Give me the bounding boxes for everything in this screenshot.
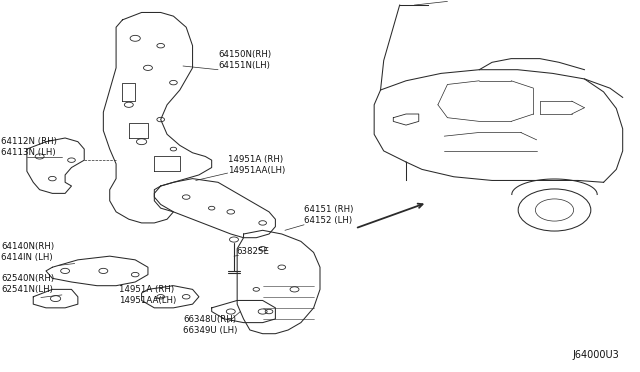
Text: 66348U(RH)
66349U (LH): 66348U(RH) 66349U (LH)	[183, 315, 237, 335]
Text: 14951A (RH)
14951AA(LH): 14951A (RH) 14951AA(LH)	[228, 155, 285, 175]
Text: 63825E: 63825E	[236, 247, 269, 256]
Text: 64140N(RH)
6414IN (LH): 64140N(RH) 6414IN (LH)	[1, 242, 54, 262]
Text: 14951A (RH)
14951AA(LH): 14951A (RH) 14951AA(LH)	[119, 285, 177, 305]
Text: 64150N(RH)
64151N(LH): 64150N(RH) 64151N(LH)	[218, 50, 271, 70]
Text: 64151 (RH)
64152 (LH): 64151 (RH) 64152 (LH)	[304, 205, 353, 225]
Text: J64000U3: J64000U3	[573, 350, 620, 359]
Text: 64112N (RH)
64113N (LH): 64112N (RH) 64113N (LH)	[1, 137, 57, 157]
Text: 62540N(RH)
62541N(LH): 62540N(RH) 62541N(LH)	[1, 274, 54, 294]
